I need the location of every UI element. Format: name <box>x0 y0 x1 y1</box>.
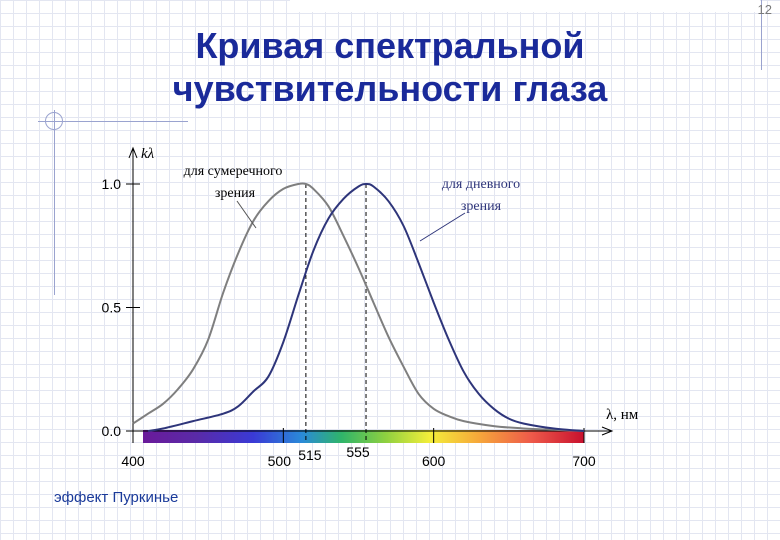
decorative-top-bar <box>290 0 760 12</box>
x-tick-label: 500 <box>268 453 292 469</box>
decorative-left-line <box>54 110 55 295</box>
y-tick-label: 0.5 <box>102 300 122 316</box>
y-tick-label: 1.0 <box>102 176 122 192</box>
y-tick-label: 0.0 <box>102 423 122 439</box>
photopic-annotation-line1: для дневного <box>442 177 520 192</box>
slide-title-line1: Кривая спектральной <box>195 25 585 66</box>
x-axis-arrow <box>601 426 614 436</box>
scotopic-annotation-line1: для сумеречного <box>184 164 283 179</box>
slide-number: 12 <box>757 2 772 17</box>
scotopic-curve <box>132 182 585 432</box>
y-axis-label: kλ <box>141 146 155 162</box>
x-tick-label: 400 <box>121 453 145 469</box>
scotopic-annotation-leader <box>236 200 257 229</box>
decorative-vertical-line <box>761 0 762 70</box>
decorative-horizontal-line <box>38 121 188 122</box>
slide-title-line2: чувствительности глаза <box>172 68 608 109</box>
footer-note: эффект Пуркинье <box>54 489 179 506</box>
spectrum-band <box>143 430 584 443</box>
x-tick-label: 700 <box>572 453 596 469</box>
x-tick-label: 515 <box>298 447 322 463</box>
x-tick-label: 600 <box>422 453 446 469</box>
scotopic-annotation-line2: зрения <box>215 186 256 201</box>
y-axis-arrow <box>128 146 138 159</box>
x-tick-label: 555 <box>346 444 370 460</box>
photopic-annotation-line2: зрения <box>461 199 502 214</box>
x-axis-label: λ, нм <box>606 407 639 423</box>
slide-title: Кривая спектральной чувствительности гла… <box>0 24 780 110</box>
decorative-circle <box>45 112 63 130</box>
photopic-annotation-leader <box>419 212 466 242</box>
photopic-curve <box>147 182 585 432</box>
